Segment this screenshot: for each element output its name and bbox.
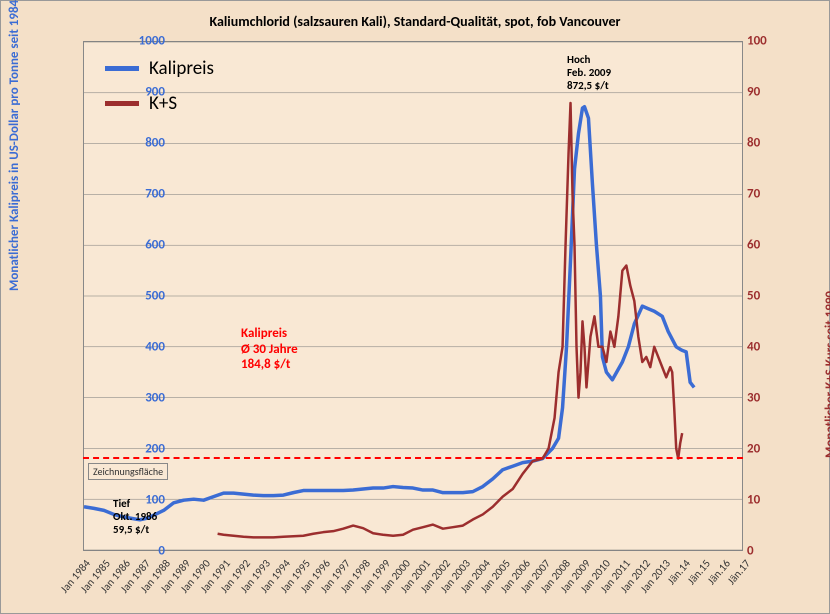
annotation-avg-l2: Ø 30 Jahre — [241, 342, 298, 358]
ytick-right: 80 — [747, 136, 787, 151]
ytick-right: 40 — [747, 340, 787, 355]
ytick-left: 600 — [125, 238, 165, 253]
ytick-left: 800 — [125, 136, 165, 151]
y-axis-right-label: Monatlicher K+S Kurs seit 1990 — [823, 291, 830, 458]
ytick-left: 300 — [125, 391, 165, 406]
annotation-hoch: Hoch Feb. 2009 872,5 $/t — [567, 53, 611, 93]
annotation-avg: Kalipreis Ø 30 Jahre 184,8 $/t — [241, 326, 298, 373]
legend-swatch-ks — [105, 101, 139, 106]
annotation-tief-l2: Okt. 1986 — [113, 510, 157, 523]
ytick-right: 0 — [747, 544, 787, 559]
ytick-left: 400 — [125, 340, 165, 355]
avg-reference-line — [83, 457, 743, 459]
ytick-left: 0 — [125, 544, 165, 559]
ytick-right: 20 — [747, 442, 787, 457]
ytick-left: 700 — [125, 187, 165, 202]
legend-label-kalipreis: Kalipreis — [149, 57, 214, 80]
ytick-left: 900 — [125, 85, 165, 100]
ytick-right: 100 — [747, 34, 787, 49]
ytick-left: 100 — [125, 493, 165, 508]
legend-item-kalipreis: Kalipreis — [105, 57, 214, 80]
annotation-avg-l1: Kalipreis — [241, 326, 298, 342]
ytick-right: 30 — [747, 391, 787, 406]
annotation-hoch-l1: Hoch — [567, 53, 611, 66]
ks-series-line — [218, 103, 683, 537]
annotation-avg-l3: 184,8 $/t — [241, 357, 298, 373]
annotation-hoch-l2: Feb. 2009 — [567, 66, 611, 79]
ytick-left: 200 — [125, 442, 165, 457]
y-axis-left-label: Monatlicher Kalipreis in US-Dollar pro T… — [7, 0, 22, 291]
box-label: Zeichnungsfläche — [88, 463, 168, 480]
ytick-right: 70 — [747, 187, 787, 202]
ytick-left: 500 — [125, 289, 165, 304]
ytick-right: 50 — [747, 289, 787, 304]
chart-title: Kaliumchlorid (salzsauren Kali), Standar… — [1, 13, 829, 30]
annotation-hoch-l3: 872,5 $/t — [567, 79, 611, 92]
ytick-left: 1000 — [125, 34, 165, 49]
ytick-right: 60 — [747, 238, 787, 253]
legend-swatch-kalipreis — [105, 66, 139, 71]
annotation-tief-l3: 59,5 $/t — [113, 523, 157, 536]
ytick-right: 10 — [747, 493, 787, 508]
ytick-right: 90 — [747, 85, 787, 100]
